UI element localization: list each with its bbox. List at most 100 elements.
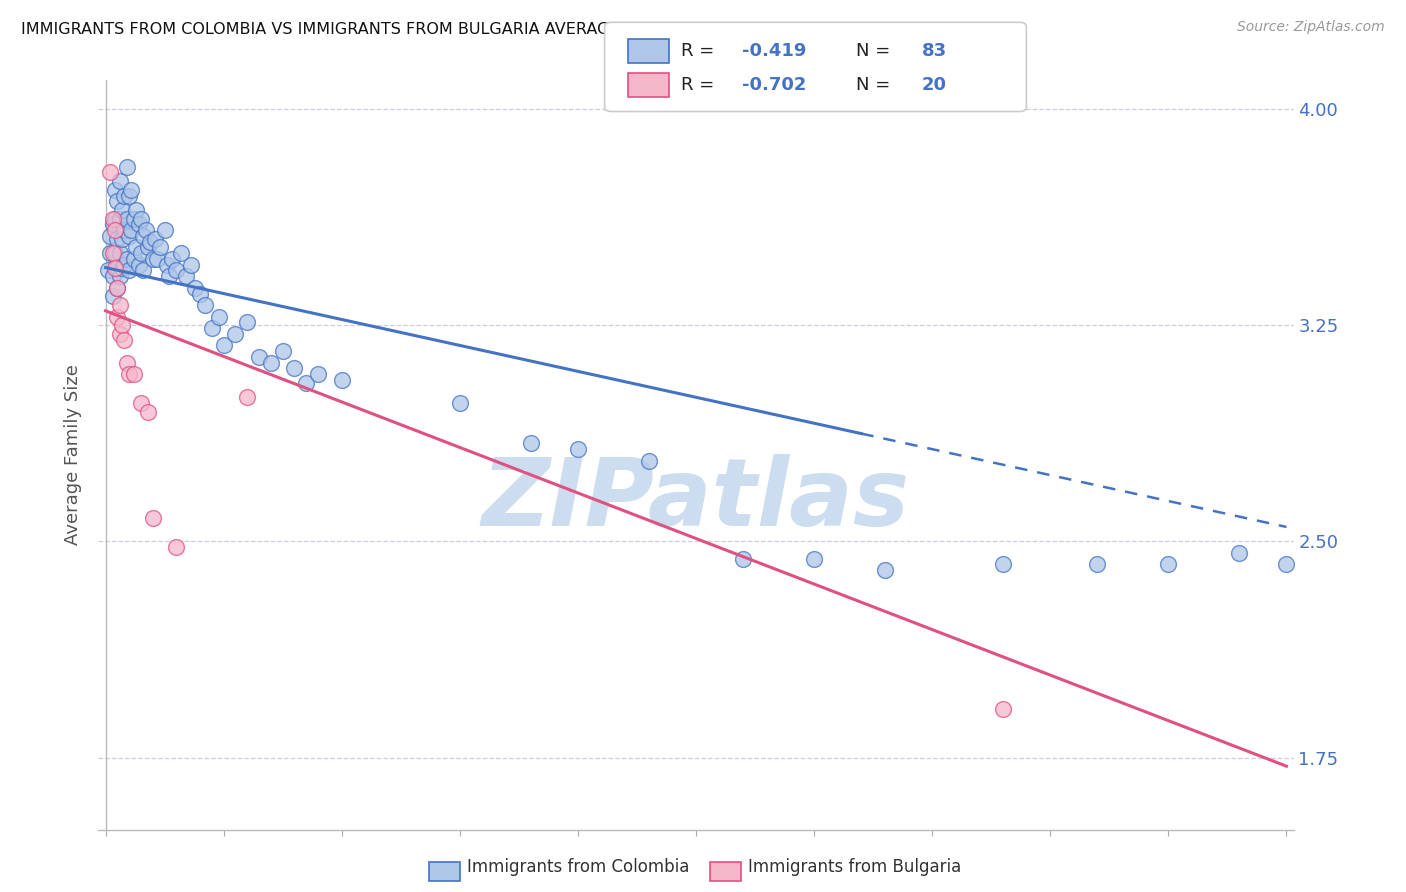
Point [111, 232, 134, 246]
Point [180, 258, 202, 272]
Point [122, 368, 145, 382]
Point [115, 211, 138, 226]
Point [142, 252, 165, 266]
Point [98, 165, 121, 179]
Point [112, 258, 135, 272]
Point [449, 396, 471, 410]
Point [174, 269, 197, 284]
Point [295, 376, 318, 390]
Point [104, 211, 127, 226]
Point [101, 218, 124, 232]
Point [111, 260, 134, 275]
Point [136, 240, 159, 254]
Point [108, 211, 131, 226]
Point [98, 246, 121, 260]
Point [139, 235, 162, 249]
Point [143, 232, 166, 246]
Point [108, 246, 131, 260]
Text: Source: ZipAtlas.com: Source: ZipAtlas.com [1237, 20, 1385, 34]
Text: N =: N = [856, 42, 896, 60]
Point [136, 405, 159, 419]
Point [118, 263, 141, 277]
Text: 83: 83 [921, 42, 946, 60]
Point [108, 326, 131, 341]
Point [112, 188, 135, 202]
Point [803, 551, 825, 566]
Point [283, 361, 305, 376]
Point [208, 310, 231, 324]
Point [146, 252, 169, 266]
Point [101, 246, 124, 260]
Point [637, 453, 659, 467]
Point [156, 258, 179, 272]
Point [115, 356, 138, 370]
Point [125, 240, 148, 254]
Point [129, 246, 152, 260]
Text: R =: R = [681, 42, 720, 60]
Point [108, 298, 131, 312]
Point [330, 373, 353, 387]
Point [1227, 546, 1250, 560]
Point [236, 315, 259, 329]
Point [121, 223, 143, 237]
Point [307, 368, 329, 382]
Point [567, 442, 589, 457]
Y-axis label: Average Family Size: Average Family Size [63, 365, 82, 545]
Point [733, 551, 755, 566]
Point [104, 246, 127, 260]
Point [104, 260, 127, 275]
Point [101, 289, 124, 303]
Point [112, 333, 135, 347]
Point [260, 356, 283, 370]
Point [105, 260, 128, 275]
Point [104, 183, 127, 197]
Point [105, 310, 128, 324]
Point [194, 298, 217, 312]
Point [128, 218, 150, 232]
Point [129, 211, 152, 226]
Point [247, 350, 270, 364]
Text: ZIPatlas: ZIPatlas [482, 454, 910, 546]
Text: N =: N = [856, 76, 896, 94]
Point [157, 269, 180, 284]
Point [1157, 558, 1180, 572]
Point [129, 396, 152, 410]
Point [105, 281, 128, 295]
Point [121, 183, 143, 197]
Point [122, 252, 145, 266]
Point [519, 436, 541, 450]
Point [188, 286, 211, 301]
Point [1087, 558, 1109, 572]
Point [111, 318, 134, 333]
Point [101, 211, 124, 226]
Point [105, 232, 128, 246]
Point [105, 194, 128, 209]
Point [115, 252, 138, 266]
Point [118, 188, 141, 202]
Text: -0.702: -0.702 [742, 76, 807, 94]
Text: -0.419: -0.419 [742, 42, 807, 60]
Point [170, 246, 193, 260]
Text: IMMIGRANTS FROM COLOMBIA VS IMMIGRANTS FROM BULGARIA AVERAGE FAMILY SIZE CORRELA: IMMIGRANTS FROM COLOMBIA VS IMMIGRANTS F… [21, 22, 898, 37]
Point [1275, 558, 1298, 572]
Point [125, 202, 148, 217]
Point [165, 540, 187, 554]
Point [112, 223, 135, 237]
Point [149, 240, 172, 254]
Point [271, 344, 294, 359]
Point [132, 263, 155, 277]
Point [118, 228, 141, 243]
Point [224, 326, 246, 341]
Point [108, 269, 131, 284]
Point [160, 252, 183, 266]
Point [201, 321, 224, 335]
Point [105, 281, 128, 295]
Point [184, 281, 207, 295]
Point [101, 269, 124, 284]
Text: 20: 20 [921, 76, 946, 94]
Point [873, 563, 896, 577]
Point [98, 228, 121, 243]
Point [111, 202, 134, 217]
Point [212, 338, 235, 352]
Point [132, 228, 155, 243]
